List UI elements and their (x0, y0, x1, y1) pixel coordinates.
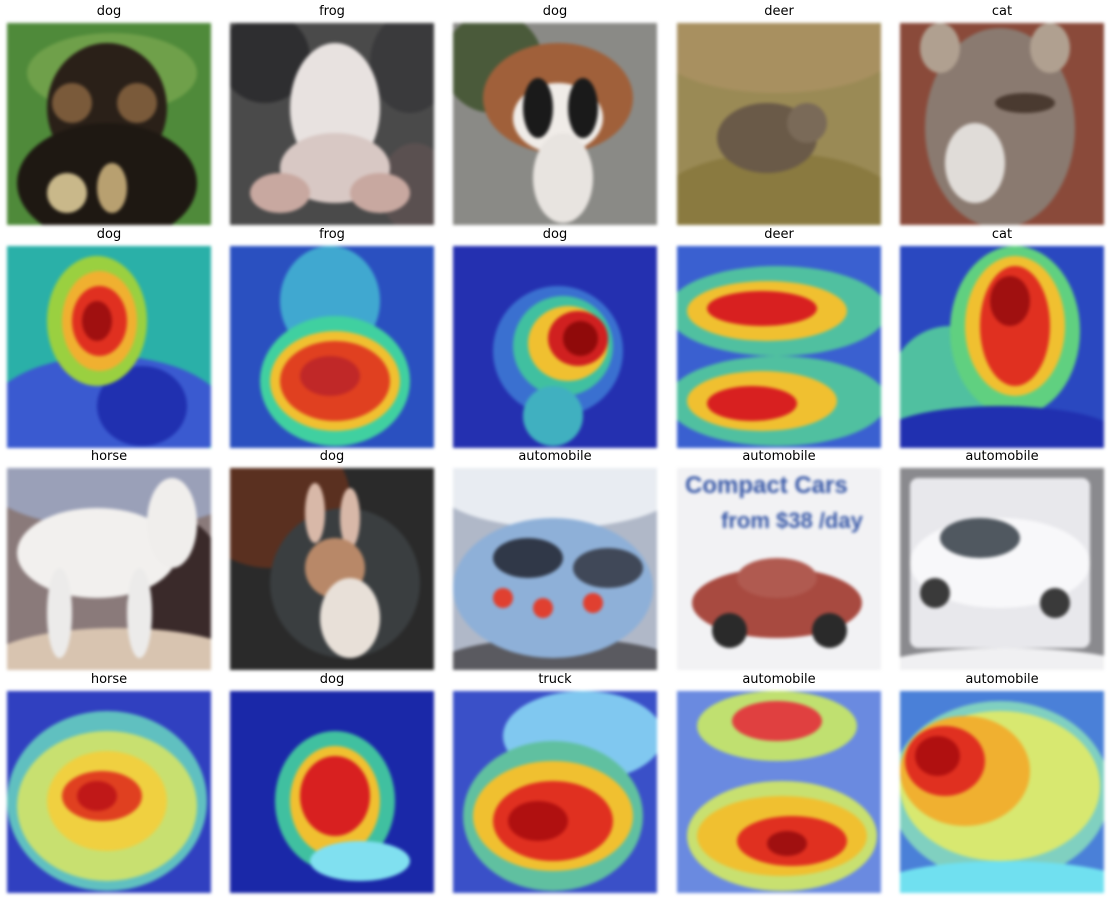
class-label: dog (96, 227, 122, 242)
class-label: cat (991, 227, 1013, 242)
class-label: automobile (518, 449, 592, 464)
grad-cam-heatmap-tile (7, 246, 211, 448)
class-label: dog (542, 227, 568, 242)
horse-photo-tile (7, 468, 211, 670)
class-label: dog (319, 449, 345, 464)
class-label: dog (319, 672, 345, 687)
class-label: automobile (742, 449, 816, 464)
class-label: dog (96, 4, 122, 19)
automobile-photo-tile: Compact Cars from $38 /day (677, 468, 881, 670)
class-label: frog (319, 227, 345, 242)
grad-cam-heatmap-tile (900, 246, 1104, 448)
class-label: frog (319, 4, 345, 19)
class-label: deer (764, 227, 794, 242)
grad-cam-heatmap-tile (900, 691, 1104, 893)
class-label: automobile (965, 449, 1039, 464)
grad-cam-heatmap-tile (453, 691, 657, 893)
dog-photo-tile (7, 23, 211, 225)
grad-cam-heatmap-tile (7, 691, 211, 893)
class-label: horse (90, 449, 128, 464)
grad-cam-heatmap-tile (230, 246, 434, 448)
ad-headline: Compact Cars (685, 472, 848, 499)
class-label: truck (538, 672, 572, 687)
class-label: dog (542, 4, 568, 19)
dog-photo-tile (230, 468, 434, 670)
class-label: cat (991, 4, 1013, 19)
grad-cam-heatmap-tile (230, 691, 434, 893)
class-label: horse (90, 672, 128, 687)
automobile-photo-tile (900, 468, 1104, 670)
ad-subline: from $38 /day (721, 508, 863, 533)
frog-photo-tile (230, 23, 434, 225)
cat-photo-tile (900, 23, 1104, 225)
class-label: automobile (965, 672, 1039, 687)
automobile-photo-tile (453, 468, 657, 670)
dog-photo-tile (453, 23, 657, 225)
grad-cam-heatmap-tile (677, 246, 881, 448)
grad-cam-heatmap-tile (677, 691, 881, 893)
class-label: automobile (742, 672, 816, 687)
grad-cam-heatmap-tile (453, 246, 657, 448)
deer-photo-tile (677, 23, 881, 225)
class-label: deer (764, 4, 794, 19)
